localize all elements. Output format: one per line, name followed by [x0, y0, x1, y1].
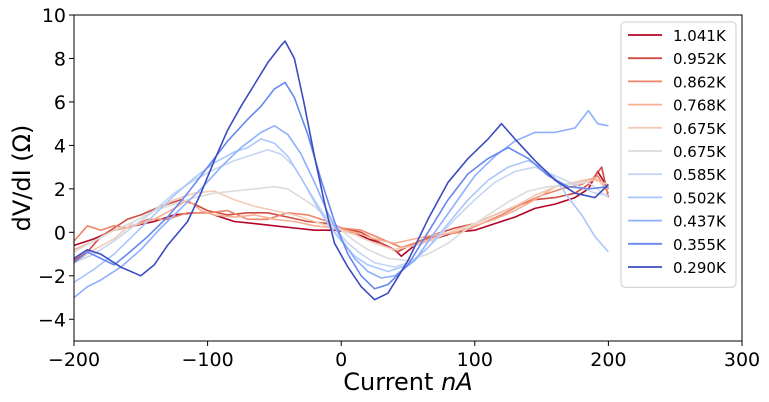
- y-axis-label: dV/dI (Ω): [8, 125, 36, 232]
- x-tick-label: 200: [590, 349, 626, 371]
- x-axis-ticks: −200 −100 0 100 200 300: [48, 341, 760, 371]
- series-line-7: [73, 138, 610, 283]
- legend-label: 0.290K: [673, 259, 727, 277]
- x-tick-label: 300: [724, 349, 760, 371]
- x-tick-label: 0: [335, 349, 347, 371]
- y-tick-label: 4: [54, 135, 66, 157]
- y-tick-label: 2: [54, 179, 66, 201]
- legend-label: 0.675K: [673, 120, 727, 138]
- series-line-9: [73, 81, 609, 290]
- y-tick-label: −4: [38, 309, 66, 331]
- series-lines: [73, 40, 610, 301]
- x-tick-label: 100: [457, 349, 493, 371]
- x-tick-label: −200: [48, 349, 100, 371]
- y-tick-label: 8: [54, 48, 66, 70]
- legend-label: 0.355K: [673, 236, 727, 254]
- y-axis-ticks: −4 −2 0 2 4 6 8 10: [38, 5, 74, 331]
- y-tick-label: 10: [42, 5, 66, 27]
- legend-label: 1.041K: [673, 27, 727, 45]
- legend-label: 0.768K: [673, 97, 727, 115]
- legend-label: 0.437K: [673, 213, 727, 231]
- series-line-0: [73, 170, 610, 257]
- plot-frame: [73, 14, 743, 342]
- x-axis-label-text: Current: [343, 368, 433, 396]
- y-tick-label: 6: [54, 92, 66, 114]
- legend: 1.041K 0.952K 0.862K 0.768K 0.675K 0.675K 0.58…: [620, 21, 737, 288]
- legend-label: 0.502K: [673, 189, 727, 207]
- legend-label: 0.862K: [673, 73, 727, 91]
- legend-label: 0.585K: [673, 166, 727, 184]
- x-axis-label: Current nA: [343, 368, 472, 396]
- legend-label: 0.675K: [673, 143, 727, 161]
- y-tick-label: −2: [38, 266, 66, 288]
- x-axis-label-unit: nA: [441, 368, 473, 396]
- y-tick-label: 0: [54, 222, 66, 244]
- x-tick-label: −100: [182, 349, 234, 371]
- series-line-6: [73, 148, 609, 268]
- series-line-10: [73, 40, 609, 301]
- legend-label: 0.952K: [673, 50, 727, 68]
